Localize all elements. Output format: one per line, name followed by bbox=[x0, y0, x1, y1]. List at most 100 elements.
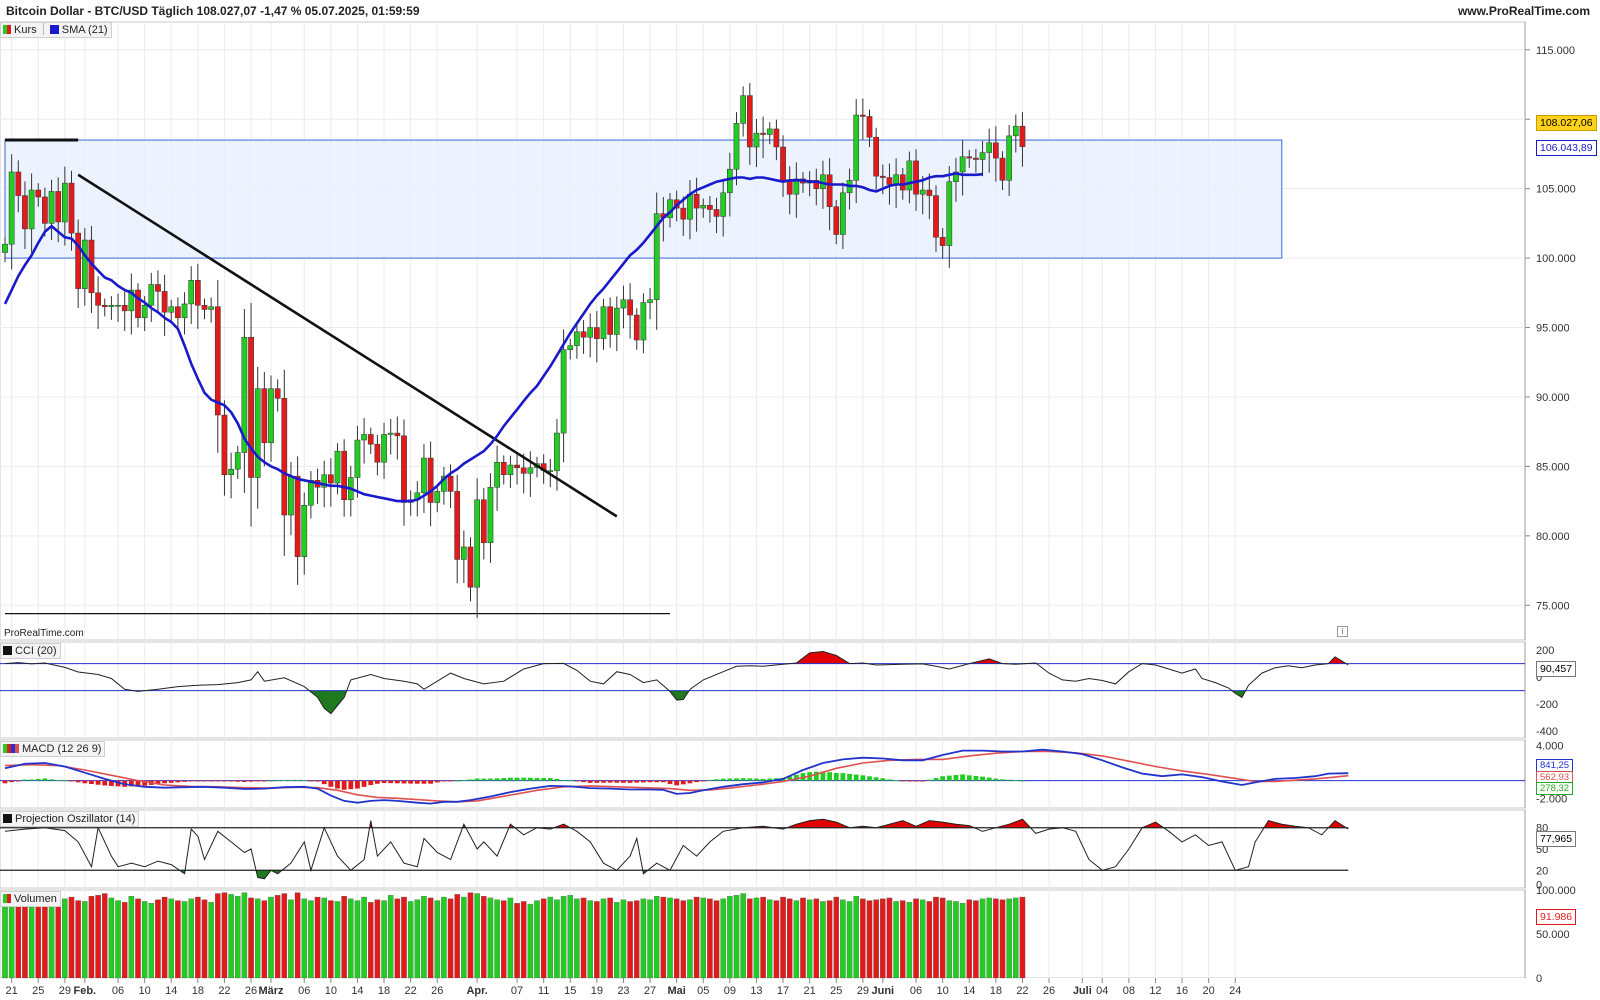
candle-down bbox=[627, 299, 633, 316]
volume-bar bbox=[82, 901, 88, 979]
macd-histogram-bar bbox=[242, 780, 247, 782]
volume-bar bbox=[201, 899, 208, 979]
candle-down bbox=[500, 461, 507, 475]
volume-bar bbox=[680, 900, 687, 979]
candle-down bbox=[121, 305, 128, 312]
macd-histogram-bar bbox=[255, 780, 261, 782]
projection-legend[interactable]: Projection Oszillator (14) bbox=[0, 811, 140, 827]
candle-up bbox=[853, 114, 860, 181]
sma-swatch bbox=[49, 25, 59, 34]
macd-histogram-bar bbox=[1000, 779, 1005, 781]
macd-histogram-bar bbox=[89, 780, 94, 785]
macd-histogram-bar bbox=[468, 779, 473, 781]
x-tick-label: 19 bbox=[591, 985, 603, 997]
candle-down bbox=[201, 305, 208, 310]
projection-y-tick-label: 50 bbox=[1536, 844, 1548, 856]
macd-histogram-bar bbox=[461, 780, 467, 781]
volume-bar bbox=[747, 898, 753, 979]
candle-down bbox=[746, 95, 753, 148]
macd-histogram-bar bbox=[587, 780, 593, 783]
macd-histogram-bar bbox=[288, 780, 294, 782]
macd-histogram-bar bbox=[75, 780, 81, 783]
volume-bar bbox=[108, 897, 115, 979]
macd-histogram-bar bbox=[308, 780, 314, 782]
candle-up bbox=[474, 499, 480, 588]
x-tick-label: 10 bbox=[937, 985, 949, 997]
candle-down bbox=[454, 491, 461, 560]
x-tick-label: 11 bbox=[538, 985, 549, 997]
macd-histogram-bar bbox=[222, 780, 227, 782]
candle-up bbox=[727, 168, 733, 194]
macd-histogram-bar bbox=[926, 779, 932, 781]
candle-down bbox=[15, 171, 22, 196]
candle-down bbox=[973, 157, 979, 160]
macd-histogram-bar bbox=[9, 780, 15, 783]
volume-bar bbox=[321, 897, 327, 979]
macd-histogram-bar bbox=[793, 774, 799, 781]
volume-bar bbox=[281, 893, 288, 979]
volume-bar bbox=[8, 898, 15, 979]
x-tick-label: 18 bbox=[378, 985, 390, 997]
volume-bar bbox=[959, 903, 966, 979]
cci-legend[interactable]: CCI (20) bbox=[0, 643, 61, 659]
macd-histogram-bar bbox=[188, 780, 194, 782]
cci-y-tick-label: 200 bbox=[1536, 645, 1554, 657]
volume-legend[interactable]: Volumen bbox=[0, 891, 61, 907]
macd-histogram-bar bbox=[574, 780, 580, 782]
volume-bar bbox=[900, 900, 906, 979]
volume-bar bbox=[421, 896, 427, 979]
x-tick-label: 13 bbox=[750, 985, 762, 997]
volume-bar bbox=[906, 902, 913, 979]
volume-bar bbox=[986, 897, 992, 979]
candle-up bbox=[461, 546, 467, 560]
projection-y-tick-label: 0 bbox=[1536, 879, 1542, 891]
price-y-tick-label: 75.000 bbox=[1536, 600, 1570, 612]
brand-link[interactable]: www.ProRealTime.com bbox=[1457, 4, 1590, 18]
candle-down bbox=[374, 443, 381, 463]
price-legend[interactable]: Kurs SMA (21) bbox=[0, 22, 112, 38]
x-tick-label: 10 bbox=[139, 985, 151, 997]
volume-bar bbox=[993, 898, 999, 979]
x-tick-label: 29 bbox=[59, 985, 71, 997]
candle-up bbox=[567, 345, 574, 350]
volume-bar bbox=[500, 900, 507, 979]
volume-bar bbox=[594, 901, 600, 979]
cci-swatch bbox=[3, 646, 12, 655]
macd-histogram-bar bbox=[847, 773, 852, 781]
candle-up bbox=[507, 464, 514, 475]
info-icon[interactable]: i bbox=[1337, 626, 1348, 637]
macd-histogram-bar bbox=[102, 780, 108, 786]
macd-histogram-bar bbox=[641, 780, 646, 783]
sma-value-tag: 106.043,89 bbox=[1536, 140, 1597, 156]
x-tick-label: 06 bbox=[910, 985, 922, 997]
macd-histogram-bar bbox=[261, 780, 267, 782]
macd-histogram-bar bbox=[547, 777, 553, 781]
volume-bar bbox=[308, 900, 314, 979]
candle-down bbox=[580, 331, 587, 338]
volume-bar bbox=[620, 899, 627, 979]
chart-title: Bitcoin Dollar - BTC/USD Täglich 108.027… bbox=[6, 4, 420, 18]
candle-up bbox=[361, 434, 367, 441]
candle-down bbox=[221, 414, 228, 475]
volume-bar bbox=[853, 896, 859, 979]
macd-histogram-bar bbox=[654, 780, 660, 783]
kurs-legend-label: Kurs bbox=[14, 24, 37, 36]
x-tick-label: 23 bbox=[617, 985, 629, 997]
macd-histogram-bar bbox=[594, 780, 600, 783]
candle-up bbox=[547, 470, 554, 472]
candle-up bbox=[234, 452, 241, 470]
macd-histogram-bar bbox=[920, 780, 926, 782]
projection-legend-label: Projection Oszillator (14) bbox=[15, 813, 136, 825]
x-tick-label: 09 bbox=[724, 985, 736, 997]
volume-bar bbox=[181, 901, 188, 979]
volume-bar bbox=[720, 898, 726, 979]
projection-upper-fill bbox=[5, 819, 1349, 828]
candle-down bbox=[341, 450, 347, 500]
volume-bar bbox=[374, 899, 381, 979]
macd-legend[interactable]: MACD (12 26 9) bbox=[0, 741, 106, 757]
macd-histogram-bar bbox=[827, 772, 832, 781]
macd-histogram-bar bbox=[534, 777, 540, 781]
volume-bar bbox=[833, 896, 840, 979]
candle-down bbox=[594, 327, 600, 339]
